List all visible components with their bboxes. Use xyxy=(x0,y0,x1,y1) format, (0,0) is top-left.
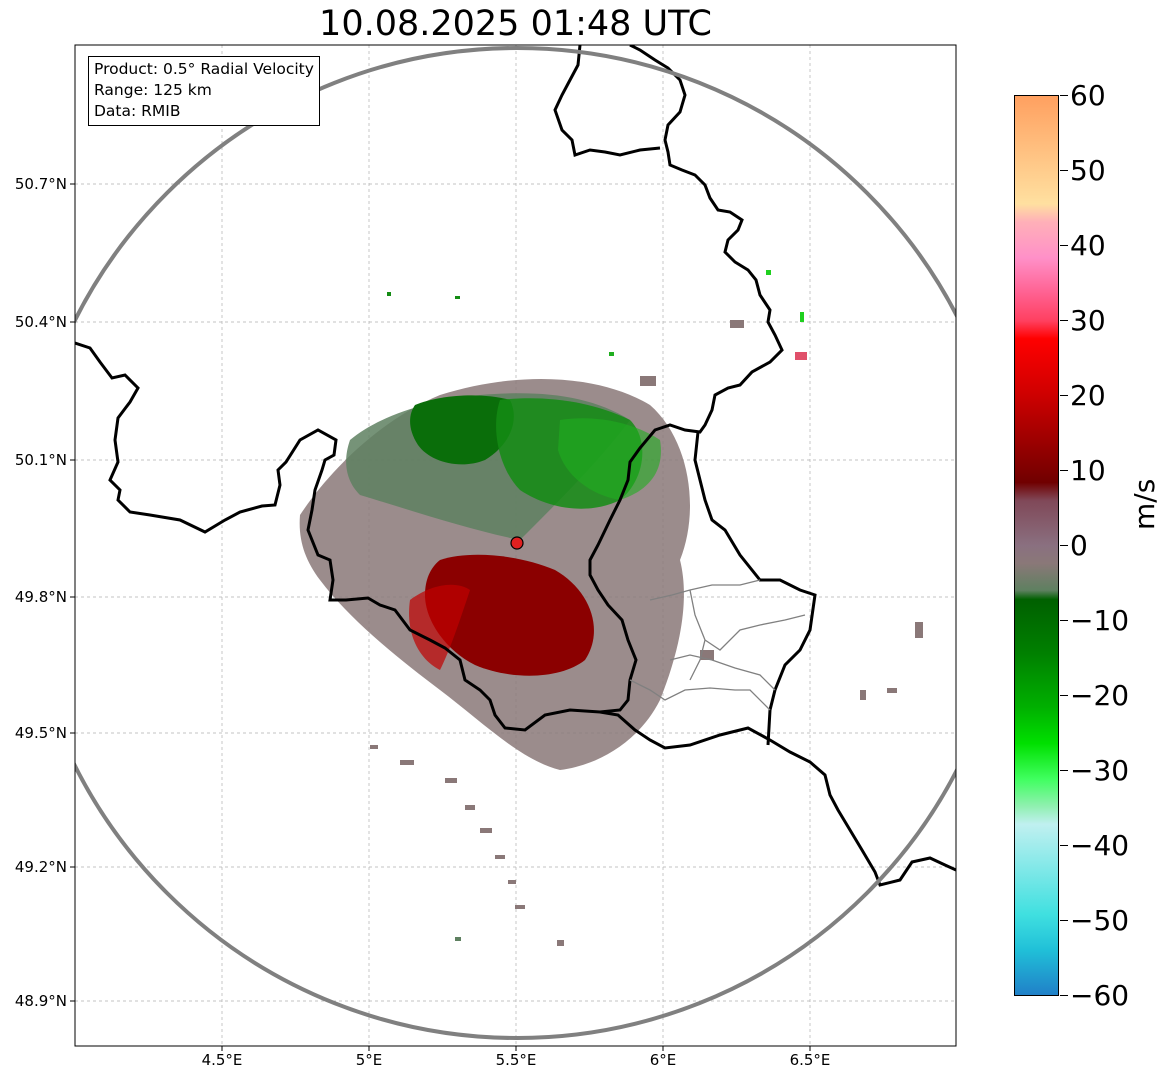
colorbar-tick-label: 50 xyxy=(1070,154,1106,187)
lat-label: 49.5°N xyxy=(14,724,67,742)
lat-label: 48.9°N xyxy=(14,992,67,1010)
lon-label: 6.5°E xyxy=(789,1051,831,1069)
colorbar-tick-label: −50 xyxy=(1070,904,1130,937)
lat-label: 50.7°N xyxy=(14,175,67,193)
lat-label: 50.1°N xyxy=(14,451,67,469)
velocity-colorbar xyxy=(1014,95,1059,996)
colorbar-tick-label: 0 xyxy=(1070,529,1088,562)
product-info-box: Product: 0.5° Radial Velocity Range: 125… xyxy=(88,56,320,126)
map-title: 10.08.2025 01:48 UTC xyxy=(319,4,712,44)
lon-label: 5°E xyxy=(355,1051,383,1069)
range-ring xyxy=(75,46,956,1040)
axis-ticks xyxy=(70,183,811,1051)
colorbar-tick-label: −40 xyxy=(1070,829,1130,862)
radar-echoes xyxy=(299,270,923,946)
data-source-label: Data: RMIB xyxy=(94,102,181,120)
colorbar-tick-label: 10 xyxy=(1070,454,1106,487)
lat-label: 50.4°N xyxy=(14,313,67,331)
country-borders xyxy=(75,45,956,887)
colorbar-tick-label: 30 xyxy=(1070,304,1106,337)
colorbar-unit-label: m/s xyxy=(1128,478,1161,530)
colorbar-tick-label: −30 xyxy=(1070,754,1130,787)
lat-label: 49.8°N xyxy=(14,588,67,606)
lon-label: 6°E xyxy=(649,1051,677,1069)
colorbar-tick-label: −20 xyxy=(1070,679,1130,712)
colorbar-tick-label: −10 xyxy=(1070,604,1130,637)
colorbar-tick-label: 40 xyxy=(1070,229,1106,262)
lon-label: 4.5°E xyxy=(201,1051,243,1069)
lon-label: 5.5°E xyxy=(495,1051,537,1069)
colorbar-tick-label: 60 xyxy=(1070,79,1106,112)
colorbar-tick-label: 20 xyxy=(1070,379,1106,412)
radar-site-marker[interactable] xyxy=(510,536,524,550)
lat-label: 49.2°N xyxy=(14,858,67,876)
product-label: Product: 0.5° Radial Velocity xyxy=(94,60,314,78)
range-label: Range: 125 km xyxy=(94,81,212,99)
colorbar-tick-label: −60 xyxy=(1070,979,1130,1012)
